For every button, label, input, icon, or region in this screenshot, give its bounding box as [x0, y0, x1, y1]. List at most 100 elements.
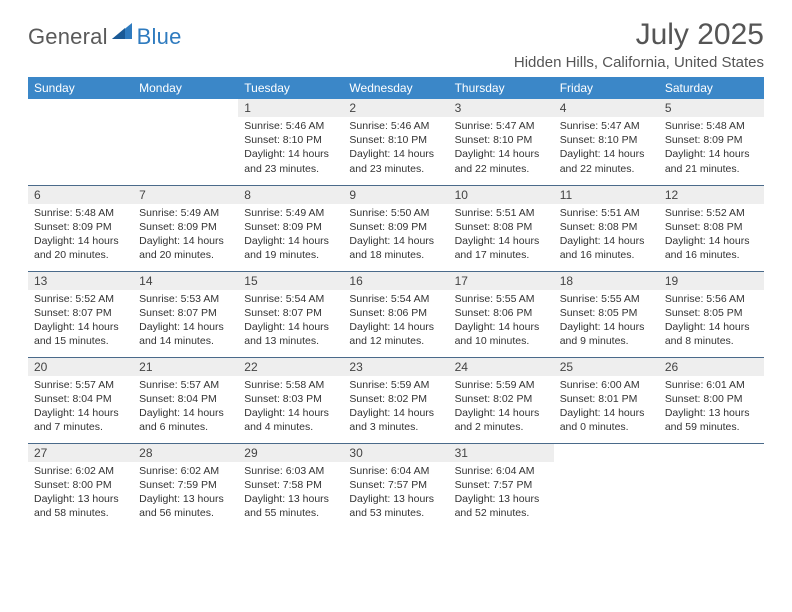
logo-text-general: General [28, 24, 108, 50]
calendar-day-cell: 8Sunrise: 5:49 AMSunset: 8:09 PMDaylight… [238, 185, 343, 271]
calendar-day-cell: 27Sunrise: 6:02 AMSunset: 8:00 PMDayligh… [28, 443, 133, 529]
day-details: Sunrise: 5:51 AMSunset: 8:08 PMDaylight:… [554, 204, 659, 267]
calendar-day-cell: 0 [554, 443, 659, 529]
day-number: 24 [449, 358, 554, 376]
calendar-day-cell: 30Sunrise: 6:04 AMSunset: 7:57 PMDayligh… [343, 443, 448, 529]
calendar-day-cell: 0 [133, 99, 238, 185]
calendar-day-cell: 4Sunrise: 5:47 AMSunset: 8:10 PMDaylight… [554, 99, 659, 185]
calendar-day-cell: 29Sunrise: 6:03 AMSunset: 7:58 PMDayligh… [238, 443, 343, 529]
weekday-header: Tuesday [238, 77, 343, 99]
calendar-day-cell: 18Sunrise: 5:55 AMSunset: 8:05 PMDayligh… [554, 271, 659, 357]
calendar-day-cell: 7Sunrise: 5:49 AMSunset: 8:09 PMDaylight… [133, 185, 238, 271]
day-number: 29 [238, 444, 343, 462]
day-number: 20 [28, 358, 133, 376]
weekday-header: Sunday [28, 77, 133, 99]
day-number: 11 [554, 186, 659, 204]
day-details: Sunrise: 5:51 AMSunset: 8:08 PMDaylight:… [449, 204, 554, 267]
day-number: 31 [449, 444, 554, 462]
day-details: Sunrise: 6:02 AMSunset: 8:00 PMDaylight:… [28, 462, 133, 525]
weekday-header: Wednesday [343, 77, 448, 99]
calendar-week-row: 20Sunrise: 5:57 AMSunset: 8:04 PMDayligh… [28, 357, 764, 443]
weekday-header: Friday [554, 77, 659, 99]
calendar-day-cell: 2Sunrise: 5:46 AMSunset: 8:10 PMDaylight… [343, 99, 448, 185]
day-details: Sunrise: 5:57 AMSunset: 8:04 PMDaylight:… [133, 376, 238, 439]
header: General Blue July 2025 Hidden Hills, Cal… [28, 18, 764, 71]
day-details: Sunrise: 5:52 AMSunset: 8:08 PMDaylight:… [659, 204, 764, 267]
calendar-day-cell: 9Sunrise: 5:50 AMSunset: 8:09 PMDaylight… [343, 185, 448, 271]
day-details: Sunrise: 5:54 AMSunset: 8:07 PMDaylight:… [238, 290, 343, 353]
day-details: Sunrise: 5:49 AMSunset: 8:09 PMDaylight:… [238, 204, 343, 267]
calendar-day-cell: 23Sunrise: 5:59 AMSunset: 8:02 PMDayligh… [343, 357, 448, 443]
day-number: 21 [133, 358, 238, 376]
calendar-week-row: 13Sunrise: 5:52 AMSunset: 8:07 PMDayligh… [28, 271, 764, 357]
calendar-day-cell: 16Sunrise: 5:54 AMSunset: 8:06 PMDayligh… [343, 271, 448, 357]
logo-sail-icon [112, 23, 134, 41]
day-details: Sunrise: 5:46 AMSunset: 8:10 PMDaylight:… [238, 117, 343, 180]
calendar-week-row: 27Sunrise: 6:02 AMSunset: 8:00 PMDayligh… [28, 443, 764, 529]
day-details: Sunrise: 5:55 AMSunset: 8:06 PMDaylight:… [449, 290, 554, 353]
day-number: 7 [133, 186, 238, 204]
day-details: Sunrise: 5:48 AMSunset: 8:09 PMDaylight:… [659, 117, 764, 180]
day-details: Sunrise: 6:04 AMSunset: 7:57 PMDaylight:… [343, 462, 448, 525]
location-text: Hidden Hills, California, United States [514, 54, 764, 71]
weekday-header: Thursday [449, 77, 554, 99]
day-details: Sunrise: 6:01 AMSunset: 8:00 PMDaylight:… [659, 376, 764, 439]
day-number: 23 [343, 358, 448, 376]
day-number: 27 [28, 444, 133, 462]
day-details: Sunrise: 5:47 AMSunset: 8:10 PMDaylight:… [554, 117, 659, 180]
logo: General Blue [28, 18, 182, 50]
calendar-day-cell: 19Sunrise: 5:56 AMSunset: 8:05 PMDayligh… [659, 271, 764, 357]
weekday-header-row: SundayMondayTuesdayWednesdayThursdayFrid… [28, 77, 764, 99]
day-number: 19 [659, 272, 764, 290]
calendar-table: SundayMondayTuesdayWednesdayThursdayFrid… [28, 77, 764, 529]
calendar-day-cell: 13Sunrise: 5:52 AMSunset: 8:07 PMDayligh… [28, 271, 133, 357]
day-number: 18 [554, 272, 659, 290]
weekday-header: Monday [133, 77, 238, 99]
calendar-day-cell: 22Sunrise: 5:58 AMSunset: 8:03 PMDayligh… [238, 357, 343, 443]
day-number: 12 [659, 186, 764, 204]
day-details: Sunrise: 5:57 AMSunset: 8:04 PMDaylight:… [28, 376, 133, 439]
day-details: Sunrise: 5:49 AMSunset: 8:09 PMDaylight:… [133, 204, 238, 267]
day-details: Sunrise: 5:47 AMSunset: 8:10 PMDaylight:… [449, 117, 554, 180]
day-details: Sunrise: 5:52 AMSunset: 8:07 PMDaylight:… [28, 290, 133, 353]
day-number: 26 [659, 358, 764, 376]
day-details: Sunrise: 5:50 AMSunset: 8:09 PMDaylight:… [343, 204, 448, 267]
day-number: 16 [343, 272, 448, 290]
calendar-day-cell: 15Sunrise: 5:54 AMSunset: 8:07 PMDayligh… [238, 271, 343, 357]
calendar-day-cell: 0 [659, 443, 764, 529]
day-number: 30 [343, 444, 448, 462]
day-details: Sunrise: 6:00 AMSunset: 8:01 PMDaylight:… [554, 376, 659, 439]
day-number: 2 [343, 99, 448, 117]
calendar-day-cell: 6Sunrise: 5:48 AMSunset: 8:09 PMDaylight… [28, 185, 133, 271]
day-number: 22 [238, 358, 343, 376]
day-details: Sunrise: 5:48 AMSunset: 8:09 PMDaylight:… [28, 204, 133, 267]
calendar-day-cell: 17Sunrise: 5:55 AMSunset: 8:06 PMDayligh… [449, 271, 554, 357]
day-number: 1 [238, 99, 343, 117]
calendar-day-cell: 5Sunrise: 5:48 AMSunset: 8:09 PMDaylight… [659, 99, 764, 185]
weekday-header: Saturday [659, 77, 764, 99]
day-details: Sunrise: 5:59 AMSunset: 8:02 PMDaylight:… [449, 376, 554, 439]
calendar-day-cell: 0 [28, 99, 133, 185]
day-number: 4 [554, 99, 659, 117]
calendar-day-cell: 20Sunrise: 5:57 AMSunset: 8:04 PMDayligh… [28, 357, 133, 443]
day-number: 14 [133, 272, 238, 290]
calendar-week-row: 6Sunrise: 5:48 AMSunset: 8:09 PMDaylight… [28, 185, 764, 271]
day-details: Sunrise: 5:54 AMSunset: 8:06 PMDaylight:… [343, 290, 448, 353]
calendar-day-cell: 11Sunrise: 5:51 AMSunset: 8:08 PMDayligh… [554, 185, 659, 271]
day-number: 6 [28, 186, 133, 204]
day-number: 10 [449, 186, 554, 204]
day-details: Sunrise: 6:02 AMSunset: 7:59 PMDaylight:… [133, 462, 238, 525]
calendar-day-cell: 12Sunrise: 5:52 AMSunset: 8:08 PMDayligh… [659, 185, 764, 271]
calendar-day-cell: 21Sunrise: 5:57 AMSunset: 8:04 PMDayligh… [133, 357, 238, 443]
day-number: 3 [449, 99, 554, 117]
calendar-day-cell: 28Sunrise: 6:02 AMSunset: 7:59 PMDayligh… [133, 443, 238, 529]
calendar-week-row: 001Sunrise: 5:46 AMSunset: 8:10 PMDaylig… [28, 99, 764, 185]
day-details: Sunrise: 6:04 AMSunset: 7:57 PMDaylight:… [449, 462, 554, 525]
logo-text-blue: Blue [137, 24, 182, 50]
day-number: 5 [659, 99, 764, 117]
calendar-day-cell: 25Sunrise: 6:00 AMSunset: 8:01 PMDayligh… [554, 357, 659, 443]
title-block: July 2025 Hidden Hills, California, Unit… [514, 18, 764, 71]
day-details: Sunrise: 5:56 AMSunset: 8:05 PMDaylight:… [659, 290, 764, 353]
day-number: 9 [343, 186, 448, 204]
day-details: Sunrise: 6:03 AMSunset: 7:58 PMDaylight:… [238, 462, 343, 525]
